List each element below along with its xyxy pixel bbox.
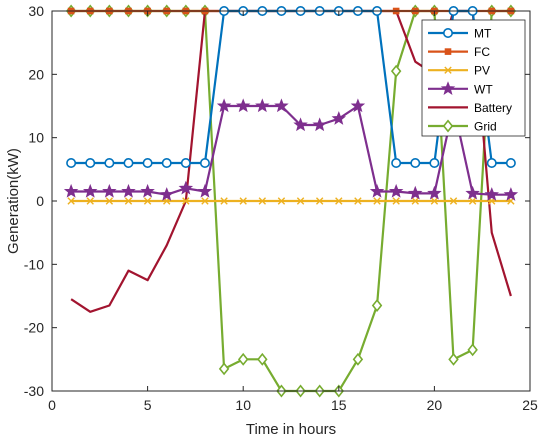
data-point-wt xyxy=(102,183,117,198)
data-point-wt xyxy=(369,183,385,198)
data-point-pv xyxy=(201,197,209,205)
data-point-wt xyxy=(83,183,98,198)
data-point-pv xyxy=(67,197,75,205)
data-point-wt xyxy=(255,98,270,113)
y-tick-label: -10 xyxy=(24,256,44,272)
data-point-grid xyxy=(352,352,364,366)
data-point-mt xyxy=(429,158,440,169)
y-tick-label: 0 xyxy=(36,193,44,209)
data-point-pv xyxy=(430,197,439,205)
data-point-pv xyxy=(411,197,419,205)
data-point-wt xyxy=(121,183,136,198)
data-point-mt xyxy=(180,158,191,169)
data-point-pv xyxy=(335,197,343,205)
data-point-wt xyxy=(159,187,174,201)
data-point-pv xyxy=(392,197,400,205)
data-point-wt xyxy=(350,98,366,113)
data-point-pv xyxy=(449,197,458,205)
data-point-wt xyxy=(235,98,251,113)
data-point-mt xyxy=(123,158,134,169)
data-point-wt xyxy=(388,183,404,198)
data-point-pv xyxy=(220,197,228,205)
y-tick-label: -30 xyxy=(24,383,44,399)
data-point-grid xyxy=(390,64,402,78)
x-tick-label: 0 xyxy=(48,397,56,413)
data-point-wt xyxy=(293,117,308,132)
series-wt xyxy=(63,98,519,201)
series-pv xyxy=(67,197,515,205)
legend: MT FC PV WT Battery Grid xyxy=(421,19,526,137)
data-point-pv xyxy=(182,197,190,205)
legend-box xyxy=(421,19,526,137)
data-point-pv xyxy=(277,197,286,205)
legend-label-mt: MT xyxy=(474,27,492,41)
legend-label-pv: PV xyxy=(474,64,490,78)
data-point-grid xyxy=(448,352,459,366)
x-tick-label: 10 xyxy=(235,397,251,413)
legend-marker-wt xyxy=(440,81,456,95)
legend-marker-fc xyxy=(444,48,452,55)
legend-label-wt: WT xyxy=(474,82,493,96)
y-tick-label: 20 xyxy=(28,66,44,82)
data-point-grid xyxy=(237,352,249,366)
data-point-mt xyxy=(66,158,77,169)
data-point-wt xyxy=(484,187,499,201)
data-point-mt xyxy=(410,158,421,169)
legend-marker-grid xyxy=(442,119,454,133)
data-point-wt xyxy=(197,183,213,198)
legend-marker-mt xyxy=(442,27,453,38)
data-point-mt xyxy=(486,158,497,169)
y-tick-label: 30 xyxy=(28,3,44,19)
x-tick-label: 5 xyxy=(144,397,152,413)
data-point-pv xyxy=(258,197,267,205)
data-point-wt xyxy=(274,98,289,113)
x-tick-label: 25 xyxy=(522,397,538,413)
y-tick-label: 10 xyxy=(28,130,44,146)
legend-label-battery: Battery xyxy=(474,101,512,115)
data-point-pv xyxy=(143,197,152,205)
data-point-wt xyxy=(140,183,155,198)
data-point-mt xyxy=(85,158,96,169)
data-point-wt xyxy=(331,111,347,125)
data-point-grid xyxy=(371,299,383,312)
data-point-mt xyxy=(142,158,153,169)
legend-label-fc: FC xyxy=(474,45,490,59)
data-point-pv xyxy=(373,197,381,205)
x-tick-label: 20 xyxy=(427,397,443,413)
data-point-grid xyxy=(467,343,478,357)
data-point-mt xyxy=(199,158,210,169)
data-point-wt xyxy=(178,180,194,195)
legend-label-grid: Grid xyxy=(474,120,497,134)
data-point-grid xyxy=(257,352,268,366)
y-axis-label: Generation(kW) xyxy=(5,148,22,254)
data-point-grid xyxy=(218,362,230,376)
x-tick-label: 15 xyxy=(331,397,347,413)
y-tick-label: -20 xyxy=(24,320,44,336)
data-point-wt xyxy=(408,185,423,200)
data-point-pv xyxy=(468,197,477,205)
data-point-mt xyxy=(104,158,115,169)
data-point-mt xyxy=(505,158,516,169)
data-point-wt xyxy=(63,183,79,198)
tick-layer: 0 5 10 15 20 25 -30 -20 -10 0 10 20 30 xyxy=(24,3,538,413)
data-point-wt xyxy=(465,185,480,200)
data-point-pv xyxy=(124,197,133,205)
series-mt xyxy=(66,6,516,169)
x-axis-label: Time in hours xyxy=(246,421,336,438)
data-point-wt xyxy=(427,185,442,200)
data-point-pv xyxy=(239,197,247,205)
data-point-pv xyxy=(296,197,305,205)
legend-items: MT FC PV WT Battery Grid xyxy=(428,27,512,134)
data-point-pv xyxy=(105,197,114,205)
data-point-wt xyxy=(503,187,519,201)
data-point-wt xyxy=(312,117,327,132)
data-point-pv xyxy=(315,197,324,205)
data-point-mt xyxy=(161,158,172,169)
data-point-mt xyxy=(391,158,402,169)
data-point-pv xyxy=(354,197,362,205)
data-point-wt xyxy=(216,98,232,113)
data-point-pv xyxy=(86,197,94,205)
legend-marker-pv xyxy=(444,66,452,74)
